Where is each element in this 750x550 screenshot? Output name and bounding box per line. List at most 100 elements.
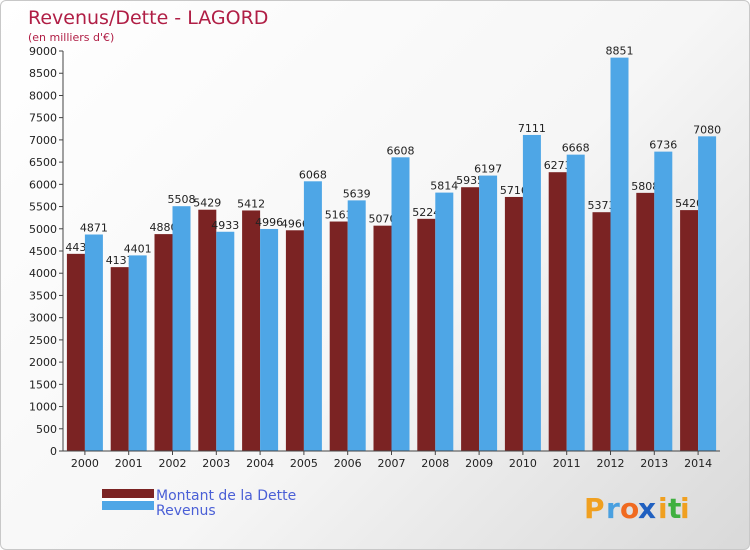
x-tick-label: 2004 [246, 457, 274, 470]
data-label: 5420 [675, 197, 703, 210]
x-tick-label: 2005 [290, 457, 318, 470]
data-label: 5814 [430, 180, 458, 193]
bar-dette [417, 218, 436, 451]
x-tick-label: 2008 [421, 457, 449, 470]
bar-dette [66, 253, 85, 451]
data-label: 8851 [606, 45, 634, 58]
bar-revenus [522, 134, 541, 451]
bar-dette [329, 221, 348, 451]
data-label: 6273 [544, 159, 572, 172]
data-label: 4880 [150, 221, 178, 234]
bar-revenus [435, 192, 454, 451]
logo-letter: x [638, 492, 656, 525]
bar-dette [285, 230, 304, 451]
x-tick-label: 2002 [159, 457, 187, 470]
x-tick-label: 2011 [553, 457, 581, 470]
y-tick-label: 4500 [29, 245, 57, 258]
data-label: 4137 [106, 254, 134, 267]
x-tick-label: 2000 [71, 457, 99, 470]
x-tick-label: 2003 [202, 457, 230, 470]
x-tick-label: 2006 [334, 457, 362, 470]
data-label: 4996 [255, 216, 283, 229]
bar-dette [548, 172, 567, 451]
bar-revenus [216, 231, 235, 451]
data-label: 5373 [588, 199, 616, 212]
data-label: 5716 [500, 184, 528, 197]
legend-swatch-debt [102, 489, 154, 498]
logo-letter: P [584, 492, 605, 525]
logo-letter: o [620, 492, 639, 525]
legend-label-debt: Montant de la Dette [156, 488, 296, 504]
bar-dette [592, 212, 611, 451]
data-label: 4871 [80, 222, 108, 235]
bar-dette [242, 210, 261, 451]
data-label: 6608 [387, 144, 415, 157]
bar-revenus [391, 157, 410, 452]
y-tick-label: 1000 [29, 401, 57, 414]
chart-title: Revenus/Dette - LAGORD [28, 7, 268, 29]
x-tick-label: 2007 [378, 457, 406, 470]
y-tick-label: 3000 [29, 312, 57, 325]
y-tick-label: 1500 [29, 378, 57, 391]
y-tick-label: 5500 [29, 201, 57, 214]
bar-revenus [260, 228, 279, 451]
bar-dette [636, 192, 655, 451]
legend: Montant de la Dette Revenus [102, 488, 296, 519]
bar-dette [110, 267, 129, 451]
data-label: 6668 [562, 142, 590, 155]
y-tick-label: 2000 [29, 356, 57, 369]
y-tick-label: 7000 [29, 134, 57, 147]
y-tick-label: 0 [50, 445, 57, 458]
data-label: 5163 [325, 209, 353, 222]
bar-revenus [172, 206, 191, 451]
y-tick-label: 5000 [29, 223, 57, 236]
bar-dette [198, 209, 217, 451]
data-label: 5808 [631, 180, 659, 193]
bar-dette [504, 196, 523, 451]
y-tick-label: 500 [36, 423, 57, 436]
bar-dette [461, 187, 480, 451]
x-tick-label: 2012 [597, 457, 625, 470]
x-tick-label: 2009 [465, 457, 493, 470]
legend-swatch-revenus [102, 501, 154, 510]
logo-letter: r [606, 492, 620, 525]
logo-letter: t [668, 492, 681, 525]
data-label: 7111 [518, 122, 546, 135]
y-tick-label: 2500 [29, 334, 57, 347]
y-tick-label: 8500 [29, 67, 57, 80]
data-label: 5639 [343, 187, 371, 200]
data-label: 6736 [649, 139, 677, 152]
bar-revenus [566, 154, 585, 451]
y-tick-label: 3500 [29, 289, 57, 302]
data-label: 7080 [693, 123, 721, 136]
bar-dette [373, 225, 392, 451]
bar-revenus [654, 151, 673, 451]
bar-dette [154, 234, 173, 451]
bar-revenus [479, 175, 498, 452]
y-tick-label: 4000 [29, 267, 57, 280]
data-label: 4966 [281, 217, 309, 230]
x-tick-label: 2013 [640, 457, 668, 470]
bar-revenus [303, 181, 322, 452]
y-tick-label: 6500 [29, 156, 57, 169]
bar-revenus [84, 234, 103, 451]
legend-swatch-separator [102, 498, 154, 501]
legend-label-revenus: Revenus [156, 503, 216, 519]
y-tick-label: 6000 [29, 178, 57, 191]
bar-dette [680, 210, 699, 451]
x-tick-label: 2014 [684, 457, 712, 470]
bar-revenus [698, 136, 717, 452]
bar-revenus [610, 57, 629, 451]
x-tick-label: 2001 [115, 457, 143, 470]
y-tick-label: 9000 [29, 45, 57, 58]
data-label: 5508 [168, 193, 196, 206]
data-label: 4933 [211, 219, 239, 232]
bar-revenus [128, 255, 147, 451]
y-axis: 0 500 1000 1500 2000 2500 3000 3500 4000 4500 5000… [29, 45, 64, 458]
data-label: 5224 [412, 206, 440, 219]
data-label: 6197 [474, 163, 502, 176]
